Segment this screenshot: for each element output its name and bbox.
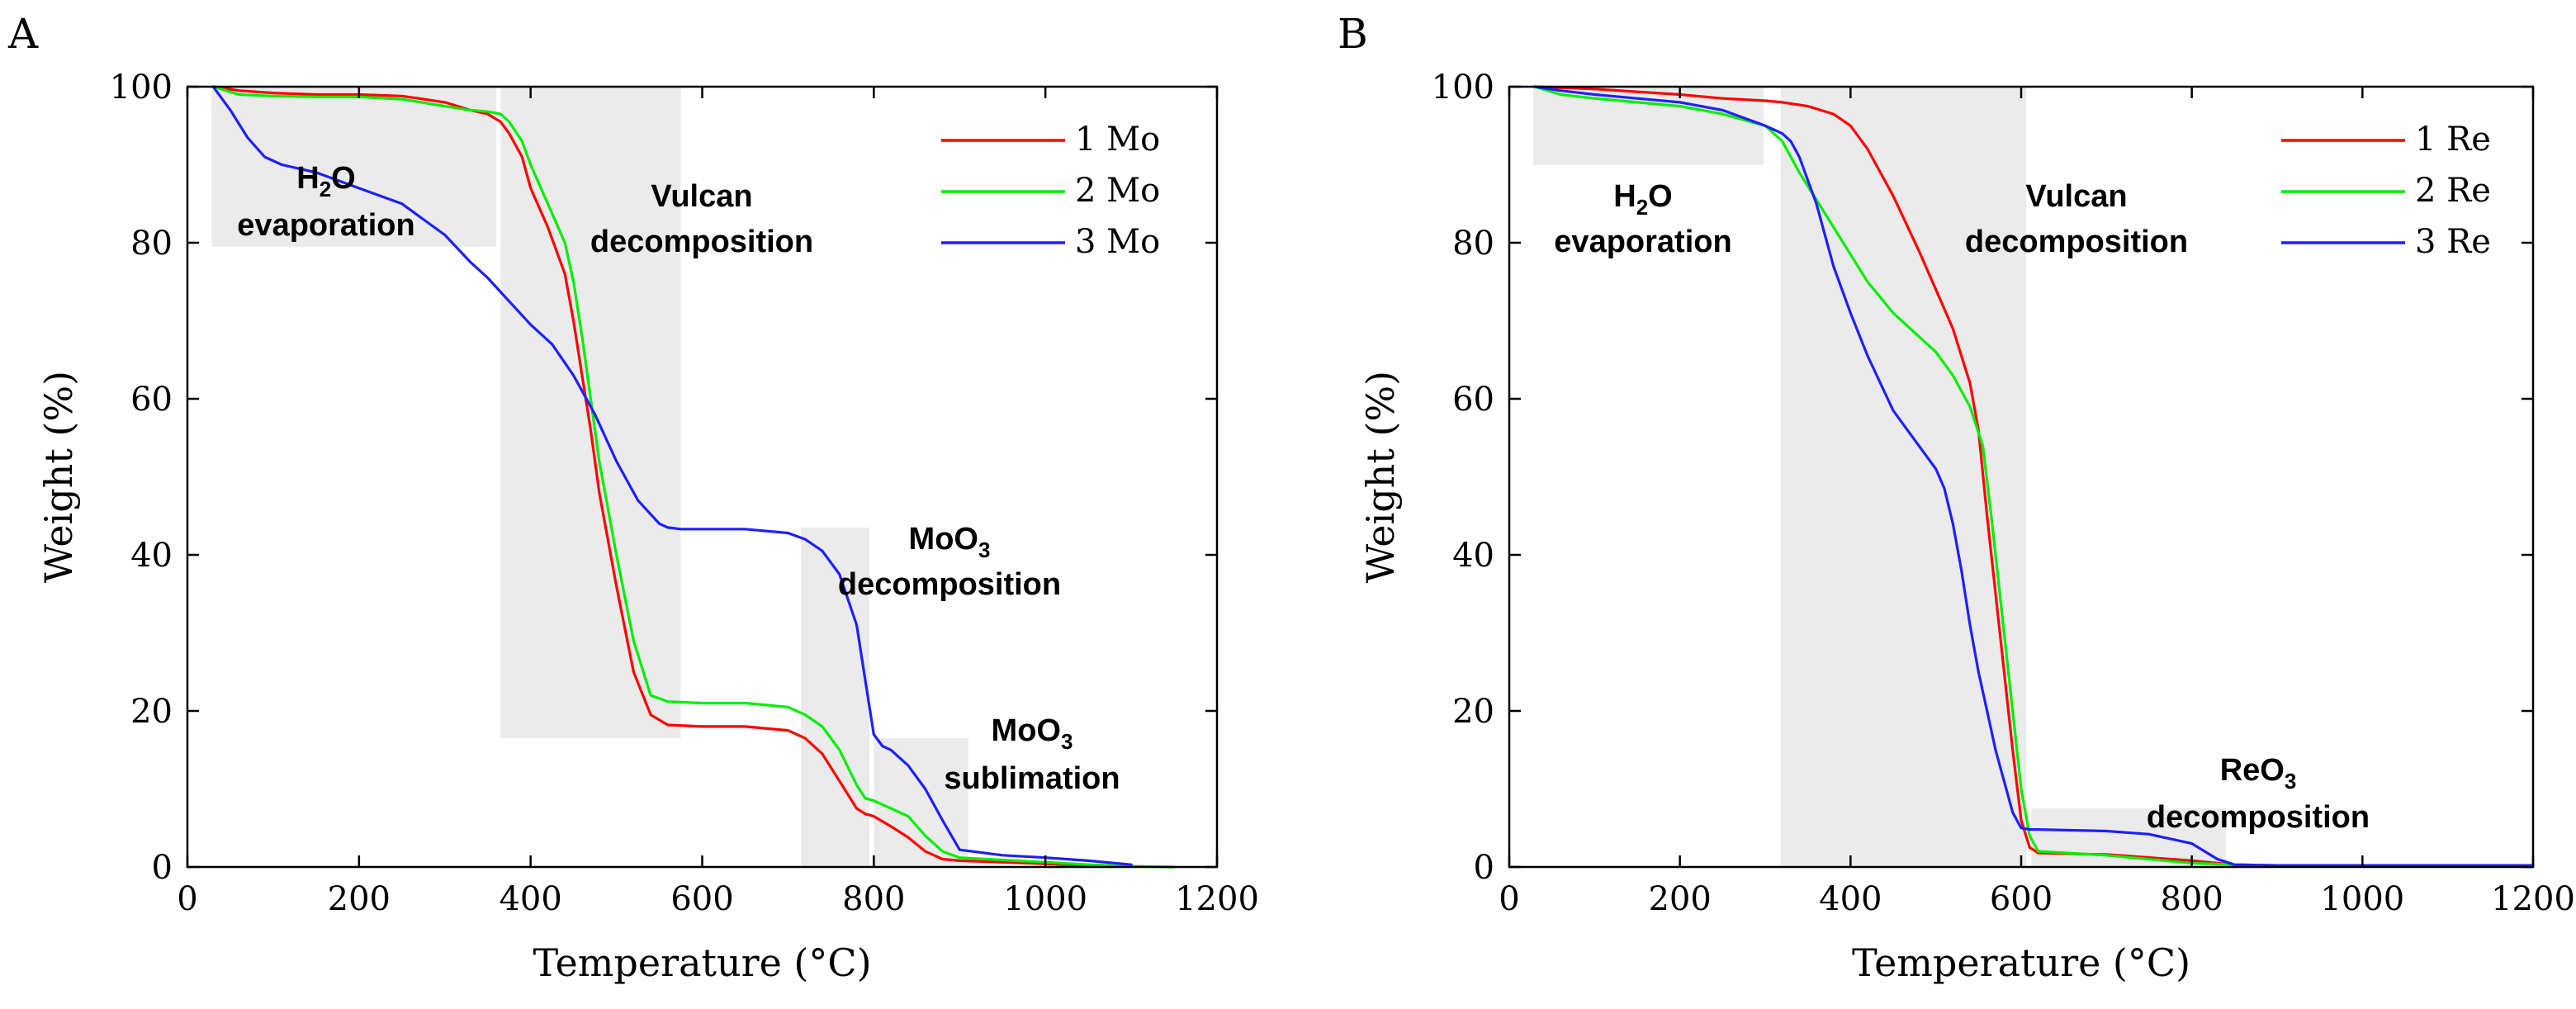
panel-b-x-tick-label: 1200 xyxy=(2491,880,2575,918)
panel-b-y-tick-label: 100 xyxy=(1432,69,1494,107)
panel-a-legend-label-3: 3 Mo xyxy=(1075,223,1160,261)
panel-a-x-tick-label: 400 xyxy=(499,880,561,918)
panel-a-y-tick-label: 0 xyxy=(152,849,173,887)
panel-b-x-tick-label: 600 xyxy=(1990,880,2053,918)
panel-b-y-tick-label: 20 xyxy=(1452,693,1494,731)
panel-b-y-tick-label: 80 xyxy=(1452,225,1494,263)
panel-a-shaded-region-1 xyxy=(211,87,497,247)
panel-b-legend-label-1: 1 Re xyxy=(2415,121,2491,159)
panel-a-legend-label-2: 2 Mo xyxy=(1075,172,1160,210)
panel-a-x-tick-label: 0 xyxy=(177,880,197,918)
panel-b-legend-label-3: 3 Re xyxy=(2415,223,2491,261)
panel-b-x-tick-label: 1000 xyxy=(2320,880,2404,918)
panel-a-y-tick-label: 20 xyxy=(130,693,173,731)
panel-b-panel-letter: B xyxy=(1338,10,1368,58)
panel-a-x-tick-label: 1200 xyxy=(1175,880,1259,918)
panel-a-y-tick-label: 40 xyxy=(130,537,173,575)
panel-a-annotation-subtitle-2: decomposition xyxy=(590,225,813,259)
panel-a-x-axis-label: Temperature (°C) xyxy=(533,940,871,985)
panel-b: 0 200 400 600 800 1000 1200 0 20 40 60 80 100 Tempera… xyxy=(1338,10,2575,985)
panel-b-annotation-title-3: ReO3 xyxy=(2220,753,2297,793)
panel-b-y-tick-label: 60 xyxy=(1452,381,1494,419)
panel-b-x-tick-label: 400 xyxy=(1819,880,1882,918)
panel-b-x-tick-label: 0 xyxy=(1499,880,1519,918)
panel-a-x-tick-label: 1000 xyxy=(1003,880,1087,918)
panel-b-series-line-2 xyxy=(1533,85,2535,867)
panel-b-y-tick-label: 0 xyxy=(1474,849,1494,887)
panel-a-annotation-subtitle-1: evaporation xyxy=(237,208,414,243)
panel-b-y-tick-label: 40 xyxy=(1452,537,1494,575)
panel-a-y-tick-label: 100 xyxy=(110,69,173,107)
panel-a-x-tick-label: 800 xyxy=(842,880,905,918)
panel-a-y-axis-label: Weight (%) xyxy=(36,371,81,583)
panel-b-annotation-title-2: Vulcan xyxy=(2025,179,2127,214)
panel-a-annotation-subtitle-3: decomposition xyxy=(838,567,1061,602)
panel-a-series-line-2 xyxy=(211,85,1176,869)
panel-a-shaded-region-2 xyxy=(500,87,681,739)
panel-a-x-tick-label: 600 xyxy=(670,880,733,918)
panel-b-x-tick-label: 200 xyxy=(1648,880,1711,918)
panel-b-annotation-subtitle-1: evaporation xyxy=(1554,225,1731,259)
panel-b-y-axis-label: Weight (%) xyxy=(1358,371,1403,583)
panel-a-shaded-region-4 xyxy=(874,738,968,867)
panel-a-annotation-title-1: H2O xyxy=(296,161,355,201)
panel-b-x-axis-label: Temperature (°C) xyxy=(1852,940,2190,985)
panel-b-annotation-subtitle-3: decomposition xyxy=(2147,800,2370,835)
panel-b-annotation-title-1: H2O xyxy=(1613,179,1672,220)
panel-a-panel-letter: A xyxy=(7,10,39,58)
panel-a-annotation-title-4: MoO3 xyxy=(992,713,1073,754)
panel-a-y-tick-label: 60 xyxy=(130,381,173,419)
panel-a-legend-label-1: 1 Mo xyxy=(1075,121,1160,159)
panel-a-x-tick-label: 200 xyxy=(328,880,391,918)
panel-b-series-line-3 xyxy=(1533,85,2535,867)
panel-b-series-line-1 xyxy=(1533,85,2535,867)
panel-a: 0 200 400 600 800 1000 1200 0 20 40 60 80 100 Tempera… xyxy=(7,10,1259,985)
panel-b-legend-label-2: 2 Re xyxy=(2415,172,2491,210)
panel-a-annotation-title-3: MoO3 xyxy=(909,522,991,562)
panel-b-x-tick-label: 800 xyxy=(2160,880,2223,918)
panel-a-annotation-title-2: Vulcan xyxy=(651,179,752,214)
panel-a-y-tick-label: 80 xyxy=(130,225,173,263)
panel-b-annotation-subtitle-2: decomposition xyxy=(1965,225,2188,259)
panel-a-series-line-3 xyxy=(211,85,1133,866)
panel-a-annotation-subtitle-4: sublimation xyxy=(944,761,1120,796)
